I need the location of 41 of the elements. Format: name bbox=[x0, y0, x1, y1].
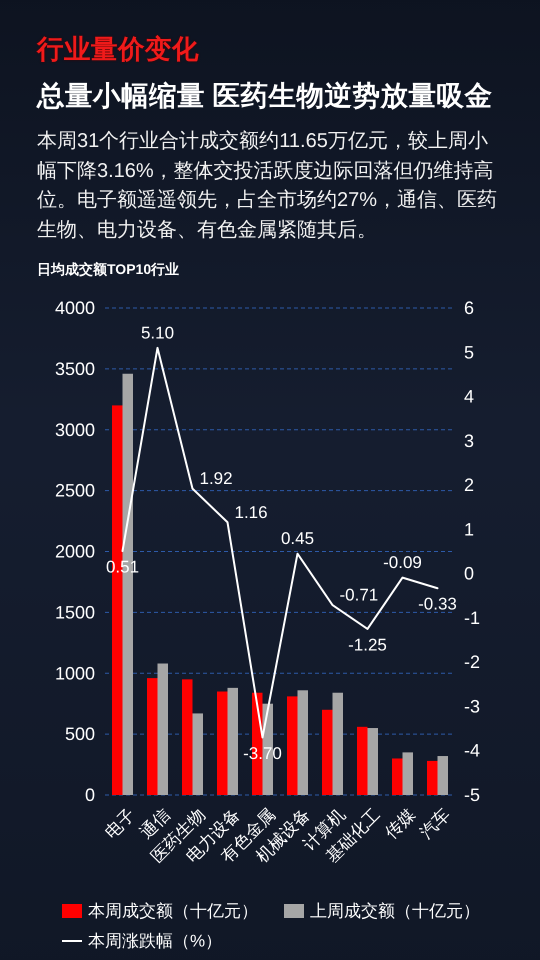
legend-label: 本周成交额（十亿元） bbox=[88, 902, 258, 920]
y2-tick-label: -1 bbox=[464, 608, 480, 628]
data-label: -3.70 bbox=[243, 744, 282, 763]
legend-label: 上周成交额（十亿元） bbox=[310, 902, 480, 920]
y2-tick-label: 2 bbox=[464, 475, 474, 496]
y2-tick-label: -3 bbox=[464, 696, 480, 716]
y2-tick-label: 5 bbox=[464, 342, 474, 362]
x-tick-label: 传媒 bbox=[381, 804, 419, 842]
y2-tick-label: 3 bbox=[464, 430, 474, 451]
y2-tick-label: 4 bbox=[464, 386, 474, 407]
y2-tick-label: -5 bbox=[464, 785, 480, 805]
x-tick-label: 汽车 bbox=[416, 804, 454, 842]
y2-tick-label: 6 bbox=[464, 298, 474, 318]
data-label: -0.09 bbox=[383, 553, 422, 572]
y-tick-label: 1000 bbox=[54, 663, 95, 684]
subtitle: 总量小幅缩量 医药生物逆势放量吸金 bbox=[37, 79, 493, 113]
y-tick-label: 3500 bbox=[54, 358, 95, 379]
annotation: 本周31个行业合计成交额约11.65万亿元，较上周小幅下降3.16%，整体交投活跃度边际回落但仍维持高位。电子额遥遥领先，占全市场约27%，通信、医药生物、电力设备、有色金属紧随其后。 bbox=[37, 129, 498, 242]
data-label: -1.25 bbox=[348, 635, 387, 654]
data-label: -0.71 bbox=[340, 586, 378, 605]
y2-tick-label: 1 bbox=[464, 519, 474, 540]
y-tick-label: 2500 bbox=[54, 480, 95, 501]
x-tick-label: 电子 bbox=[101, 804, 139, 842]
y2-tick-label: 0 bbox=[464, 564, 474, 584]
data-label: 1.92 bbox=[200, 469, 233, 488]
legend-label: 本周涨跌幅（%） bbox=[88, 932, 222, 950]
data-label: 0.51 bbox=[106, 558, 140, 577]
y-tick-label: 3000 bbox=[54, 420, 95, 440]
title: 行业量价变化 bbox=[37, 33, 199, 65]
data-label: 1.16 bbox=[234, 502, 268, 522]
y-tick-label: 1500 bbox=[54, 602, 95, 622]
data-label: 5.10 bbox=[140, 323, 174, 342]
annotation: 日均成交额TOP10行业 bbox=[37, 260, 180, 279]
y2-tick-label: -2 bbox=[464, 652, 480, 672]
y-tick-label: 500 bbox=[64, 724, 95, 744]
y-tick-label: 0 bbox=[84, 785, 95, 805]
y-tick-label: 4000 bbox=[54, 298, 95, 318]
y2-tick-label: -4 bbox=[464, 740, 480, 761]
y-tick-label: 2000 bbox=[54, 542, 95, 562]
data-label: 0.45 bbox=[280, 529, 314, 548]
data-label: -0.33 bbox=[418, 594, 457, 614]
